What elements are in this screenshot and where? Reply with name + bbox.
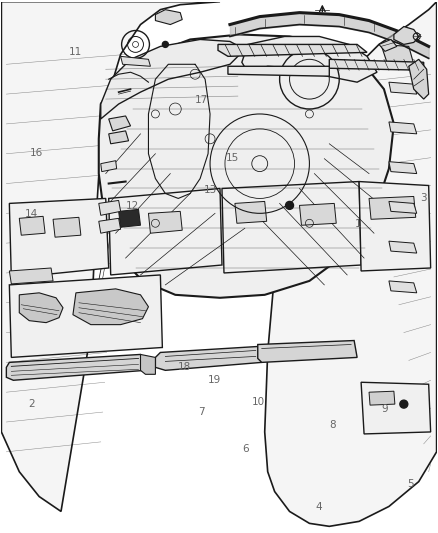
Circle shape [286,201,293,209]
Polygon shape [101,160,117,172]
Text: 9: 9 [381,405,388,415]
Text: 10: 10 [251,397,265,407]
Polygon shape [369,391,395,405]
Text: 17: 17 [195,95,208,104]
Text: 15: 15 [226,153,239,163]
Text: 12: 12 [125,200,138,211]
Text: 18: 18 [177,362,191,372]
Polygon shape [109,189,222,275]
Polygon shape [7,354,145,380]
Polygon shape [99,35,394,298]
Polygon shape [228,66,329,76]
Text: 11: 11 [69,47,82,57]
Circle shape [400,400,408,408]
Text: 3: 3 [420,192,427,203]
Polygon shape [389,281,417,293]
Text: 14: 14 [25,208,39,219]
Polygon shape [9,198,109,278]
Text: 1: 1 [355,219,362,229]
Text: 2: 2 [28,399,35,409]
Polygon shape [389,201,417,213]
Polygon shape [329,59,424,70]
Polygon shape [9,275,162,358]
Text: 5: 5 [407,479,414,489]
Text: 19: 19 [208,375,221,385]
Polygon shape [109,116,131,131]
Text: 13: 13 [204,185,217,195]
Polygon shape [19,216,45,235]
Polygon shape [9,268,53,284]
Polygon shape [222,182,361,273]
Polygon shape [155,346,262,370]
Text: 8: 8 [329,421,336,430]
Polygon shape [73,289,148,325]
Polygon shape [120,56,150,66]
Text: 6: 6 [242,444,248,454]
Polygon shape [381,44,414,64]
Polygon shape [109,131,129,144]
Polygon shape [155,10,182,25]
Polygon shape [359,182,431,271]
Polygon shape [218,44,367,56]
Polygon shape [389,161,417,174]
Polygon shape [369,197,416,219]
Polygon shape [361,382,431,434]
Circle shape [162,42,168,47]
Polygon shape [148,212,182,233]
Text: 7: 7 [198,407,205,417]
Polygon shape [265,2,437,527]
Polygon shape [389,82,417,94]
Polygon shape [141,354,155,374]
Polygon shape [53,217,81,237]
Polygon shape [235,201,267,223]
Polygon shape [300,204,336,225]
Polygon shape [242,36,377,82]
Polygon shape [99,219,120,233]
Polygon shape [389,122,417,134]
Polygon shape [394,27,419,44]
Text: 16: 16 [30,148,43,158]
Polygon shape [409,59,429,99]
Polygon shape [1,2,220,512]
Polygon shape [258,341,357,362]
Text: 4: 4 [316,503,322,512]
Polygon shape [119,209,141,227]
Polygon shape [101,39,245,119]
Polygon shape [389,241,417,253]
Polygon shape [379,39,397,51]
Polygon shape [99,200,120,215]
Polygon shape [19,293,63,322]
